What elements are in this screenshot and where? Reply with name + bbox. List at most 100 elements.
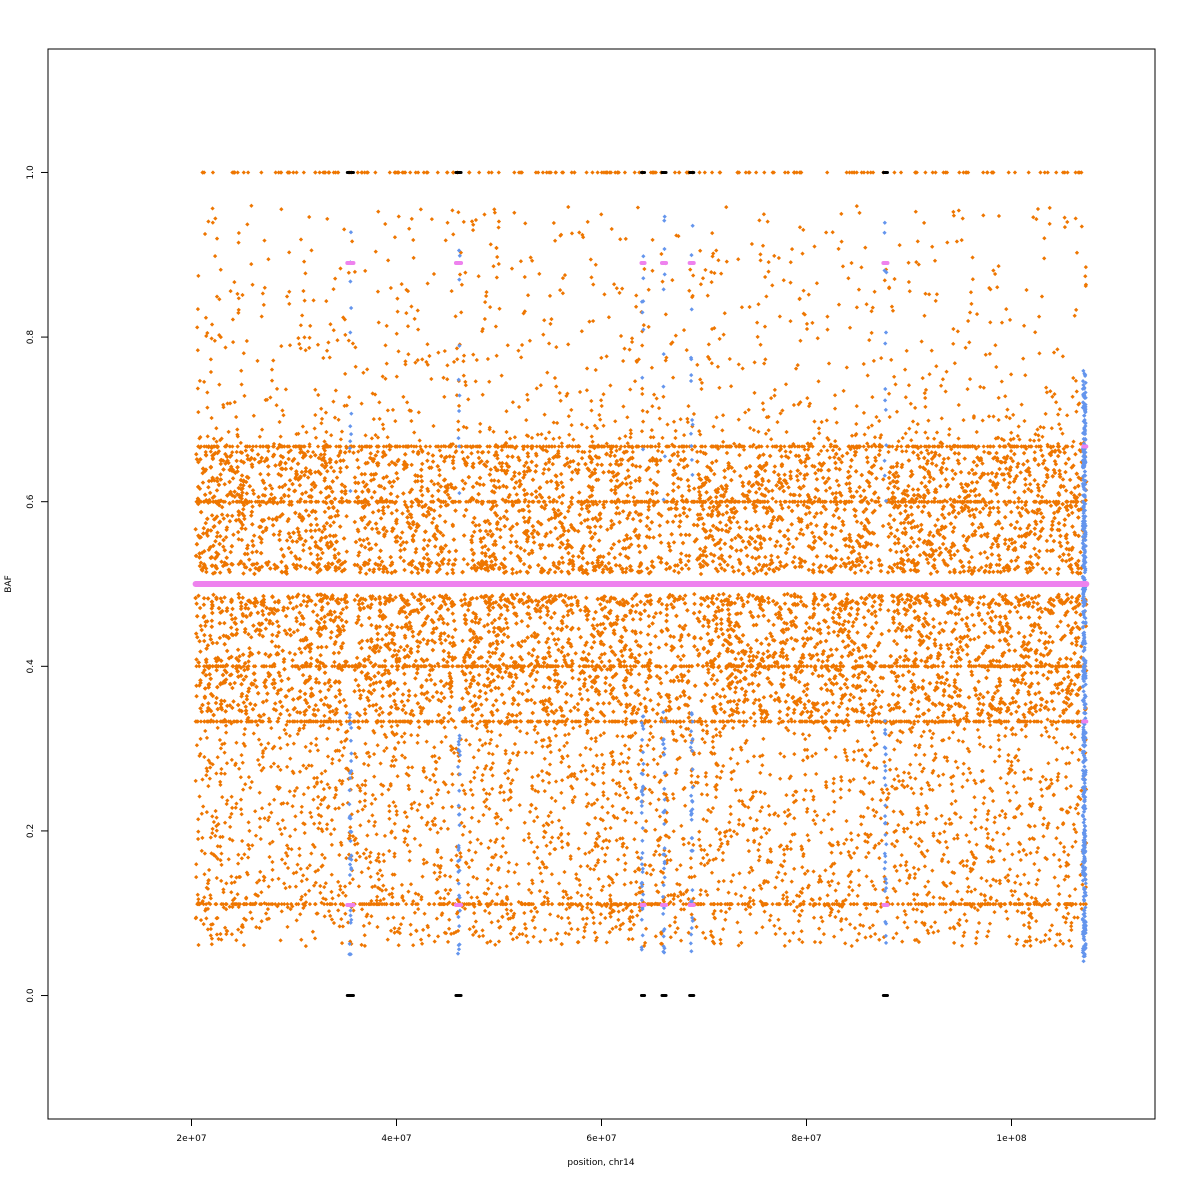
snp-point: [360, 601, 365, 606]
snp-point: [937, 621, 943, 626]
snp-point: [631, 495, 637, 500]
snp-point: [606, 560, 612, 566]
snp-point: [530, 684, 536, 689]
snp-point: [810, 671, 815, 677]
snp-point: [1036, 622, 1041, 628]
snp-point: [779, 454, 784, 459]
snp-point: [699, 698, 704, 704]
snp-point: [666, 541, 671, 546]
snp-point: [380, 686, 386, 691]
snp-point: [1037, 548, 1042, 554]
snp-point: [214, 640, 220, 646]
snp-point: [798, 599, 804, 604]
snp-point: [576, 626, 581, 632]
snp-point: [898, 511, 903, 516]
snp-point: [1063, 469, 1068, 475]
snp-point: [1037, 638, 1042, 643]
snp-point: [529, 697, 534, 703]
snp-point: [842, 507, 847, 512]
snp-point: [949, 654, 954, 660]
snp-point: [299, 469, 305, 475]
snp-point: [560, 484, 566, 490]
snp-point: [709, 534, 715, 539]
snp-point: [357, 688, 362, 693]
snp-point: [880, 523, 886, 529]
snp-point: [389, 484, 395, 489]
snp-point: [922, 475, 927, 480]
snp-point: [782, 592, 787, 598]
snp-point: [1038, 703, 1044, 708]
snp-point: [875, 543, 880, 549]
snp-point: [846, 544, 852, 549]
snp-point: [686, 484, 692, 489]
snp-point: [675, 654, 681, 659]
snp-point: [827, 485, 833, 491]
snp-point: [564, 456, 570, 461]
snp-point: [395, 624, 400, 630]
snp-point: [733, 656, 738, 662]
snp-point: [232, 680, 237, 686]
snp-point: [962, 456, 968, 461]
snp-point: [886, 608, 891, 613]
snp-point: [637, 549, 643, 555]
snp-point: [855, 611, 860, 617]
snp-point: [756, 562, 762, 567]
snp-point: [823, 488, 829, 493]
snp-point: [204, 569, 209, 575]
snp-point: [328, 465, 334, 470]
snp-point: [461, 556, 467, 562]
snp-point: [899, 597, 905, 602]
snp-point: [718, 520, 723, 525]
snp-point: [895, 486, 901, 491]
snp-point: [943, 477, 948, 482]
snp-point: [664, 612, 670, 618]
snp-point: [709, 676, 714, 682]
snp-point: [772, 464, 778, 469]
snp-point: [851, 647, 856, 653]
snp-point: [981, 602, 986, 607]
snp-point: [430, 493, 435, 499]
snp-point: [997, 466, 1002, 472]
snp-point: [854, 489, 860, 494]
snp-point: [214, 695, 219, 701]
snp-point: [753, 556, 759, 562]
snp-point: [812, 514, 817, 520]
snp-point: [362, 525, 368, 531]
snp-point: [340, 641, 346, 646]
snp-point: [948, 642, 954, 647]
snp-point: [984, 563, 989, 569]
snp-point: [710, 695, 716, 701]
snp-point: [1068, 691, 1073, 697]
snp-point: [1021, 450, 1027, 456]
snp-point: [251, 491, 257, 497]
snp-point: [978, 595, 983, 600]
snp-point: [550, 631, 555, 636]
snp-point: [1002, 541, 1008, 547]
snp-point: [219, 512, 225, 517]
snp-point: [628, 485, 633, 490]
snp-point: [207, 490, 213, 496]
snp-point: [833, 563, 838, 568]
snp-point: [813, 470, 818, 476]
snp-point: [864, 555, 870, 560]
snp-point: [628, 480, 634, 486]
snp-point: [628, 542, 634, 547]
snp-point: [331, 468, 337, 474]
snp-point: [322, 452, 327, 457]
snp-point: [406, 688, 412, 694]
snp-point: [550, 461, 556, 467]
snp-point: [207, 633, 213, 638]
snp-point: [248, 513, 254, 518]
snp-point: [491, 625, 497, 631]
snp-point: [431, 516, 436, 521]
snp-point: [798, 527, 804, 532]
snp-point: [664, 606, 669, 612]
snp-point: [465, 454, 471, 460]
snp-point: [458, 598, 464, 603]
snp-point: [985, 668, 991, 673]
snp-point: [246, 631, 251, 637]
snp-point: [724, 450, 730, 456]
snp-point: [519, 619, 525, 624]
snp-point: [465, 561, 470, 567]
snp-point: [1058, 619, 1063, 624]
